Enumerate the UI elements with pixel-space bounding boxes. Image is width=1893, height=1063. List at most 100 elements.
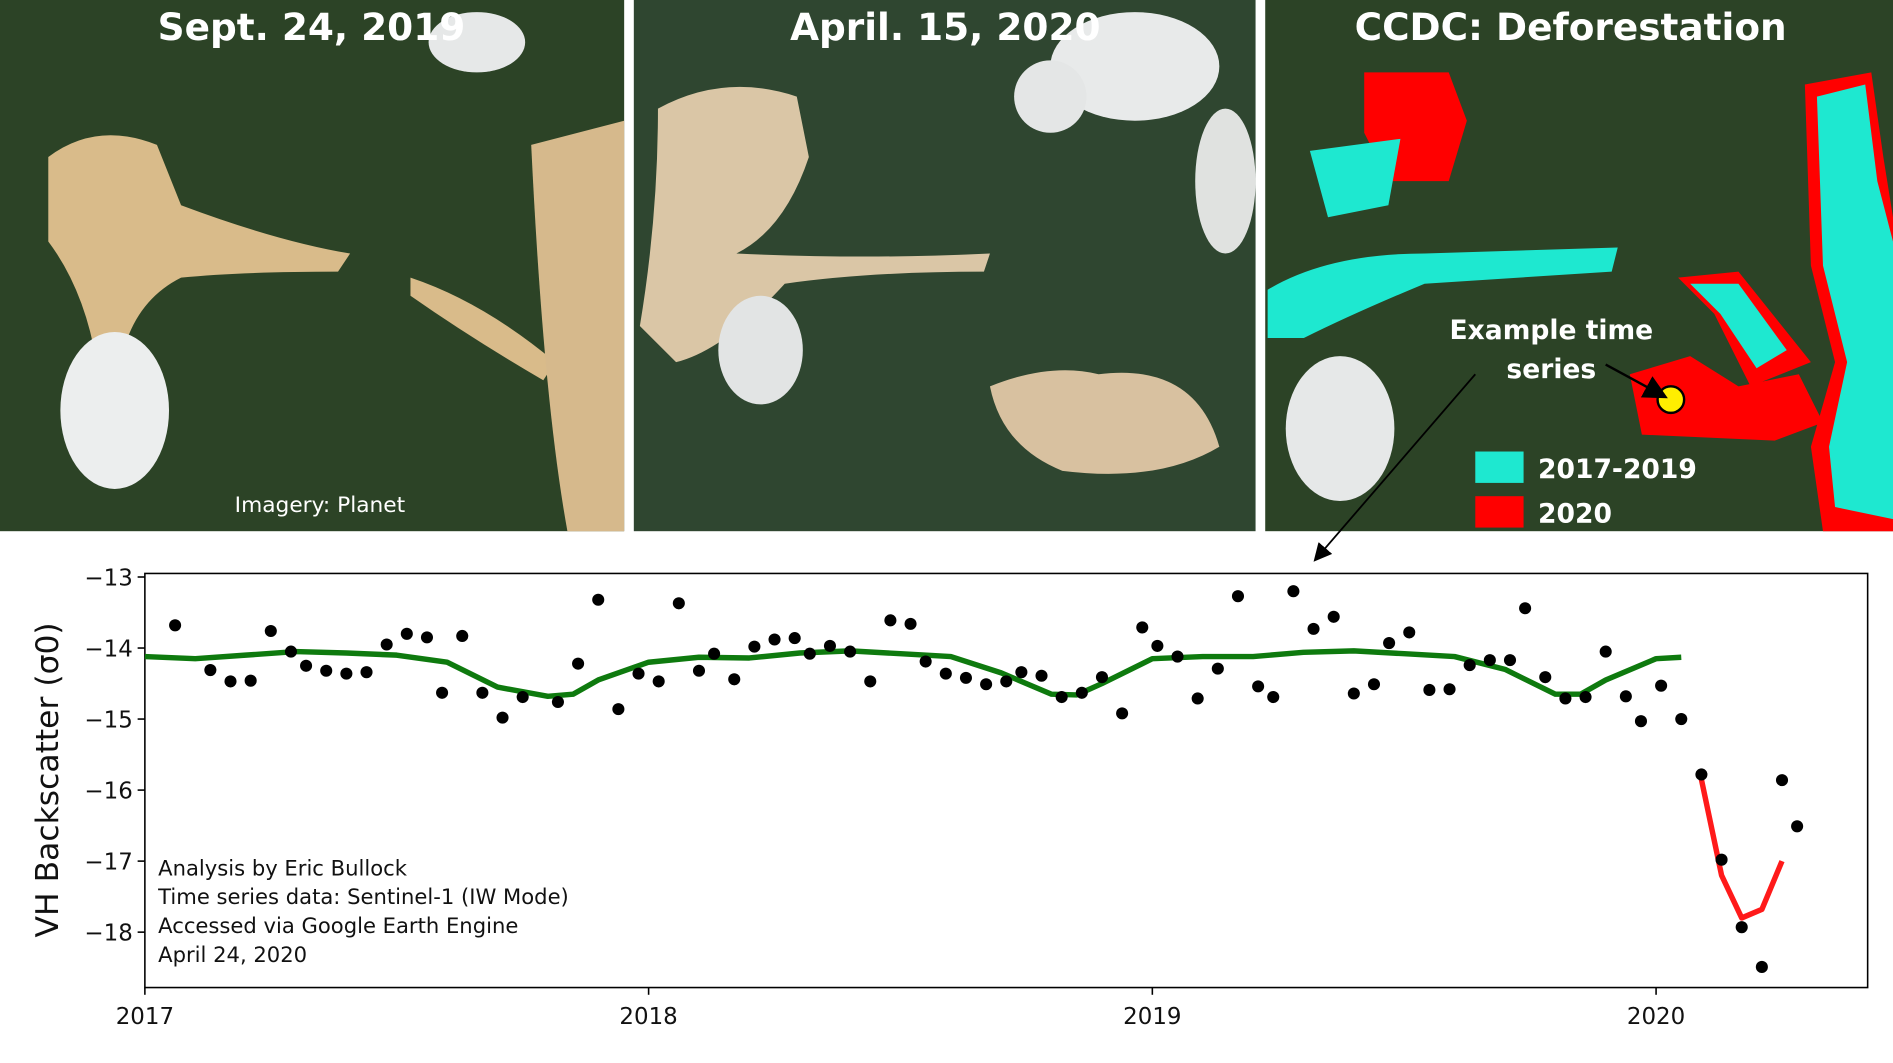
data-point: [1423, 683, 1436, 696]
data-point: [300, 659, 313, 672]
panel-title: Sept. 24, 2019: [158, 5, 466, 49]
data-point: [748, 640, 761, 653]
x-tick-label: 2017: [116, 1004, 174, 1030]
x-tick-label: 2018: [619, 1004, 677, 1030]
credit-note: April 24, 2020: [158, 942, 307, 967]
credit-note: Accessed via Google Earth Engine: [158, 913, 518, 938]
data-point: [264, 624, 277, 638]
data-point: [1367, 678, 1381, 691]
data-point: [672, 597, 685, 610]
data-point: [592, 593, 605, 606]
data-point: [919, 655, 932, 668]
data-point: [340, 667, 353, 680]
satellite-panel: [1265, 0, 1893, 532]
data-point: [1015, 666, 1028, 679]
data-point: [1715, 853, 1728, 866]
data-point: [496, 711, 509, 724]
legend-label: 2020: [1538, 499, 1612, 530]
data-point: [380, 638, 393, 651]
y-tick-label: −13: [84, 565, 132, 591]
legend-swatch: [1475, 451, 1524, 483]
data-point: [1579, 691, 1592, 704]
map-annotation: Example time series: [1450, 315, 1654, 385]
satellite-panel: [0, 0, 625, 532]
data-point: [1383, 637, 1396, 650]
plot-frame: [144, 572, 1869, 989]
data-point: [1116, 707, 1129, 720]
data-point: [1287, 585, 1300, 598]
data-point: [1599, 645, 1612, 658]
data-point: [803, 647, 816, 660]
data-point: [1055, 691, 1068, 704]
data-point: [844, 645, 857, 658]
data-point: [692, 664, 706, 677]
data-point: [1735, 921, 1748, 934]
data-point: [476, 686, 489, 699]
data-point: [1231, 590, 1245, 603]
data-point: [284, 645, 297, 658]
credit-note: Time series data: Sentinel-1 (IW Mode): [157, 884, 569, 909]
data-point: [1191, 692, 1204, 705]
data-point: [551, 695, 564, 709]
data-point: [436, 686, 449, 699]
data-point: [1075, 686, 1088, 699]
data-point: [1655, 679, 1668, 692]
data-point: [1171, 650, 1184, 663]
data-point: [1791, 820, 1804, 833]
legend-swatch: [1475, 496, 1524, 528]
data-point: [169, 619, 182, 632]
data-point: [400, 627, 413, 640]
data-point: [1775, 774, 1789, 787]
y-tick-label: −16: [84, 779, 132, 805]
fit-line: [1698, 778, 1785, 921]
data-point: [1151, 639, 1164, 652]
data-point: [1463, 659, 1476, 672]
data-point: [320, 664, 333, 677]
panel-title: CCDC: Deforestation: [1355, 5, 1787, 49]
y-tick-label: −14: [84, 636, 132, 662]
y-tick-label: −15: [84, 708, 132, 734]
data-point: [1267, 691, 1280, 704]
data-point: [864, 675, 877, 688]
data-point: [1136, 621, 1149, 634]
satellite-panel: [633, 0, 1256, 532]
data-point: [959, 671, 972, 684]
data-point: [1095, 671, 1109, 684]
panel-title: April. 15, 2020: [790, 5, 1100, 49]
data-point: [1695, 768, 1708, 781]
y-axis-label: VH Backscatter (σ0): [30, 622, 66, 937]
data-point: [1000, 675, 1013, 688]
data-point: [420, 631, 434, 644]
data-point: [652, 675, 665, 688]
data-point: [1503, 654, 1517, 667]
y-tick-label: −18: [84, 921, 132, 947]
data-point: [632, 667, 645, 680]
legend-label: 2017-2019: [1538, 454, 1697, 485]
data-point: [204, 664, 217, 677]
data-point: [1483, 654, 1496, 667]
data-point: [939, 667, 952, 680]
data-point: [572, 657, 585, 670]
data-point: [1403, 626, 1416, 639]
data-point: [1519, 602, 1532, 615]
data-point: [516, 691, 529, 704]
data-point: [1675, 713, 1688, 726]
data-point: [1307, 622, 1320, 635]
data-point: [1619, 690, 1632, 703]
data-point: [1443, 683, 1456, 696]
data-point: [1347, 687, 1360, 700]
data-point: [1634, 715, 1648, 728]
x-tick-label: 2020: [1627, 1004, 1685, 1030]
data-point: [456, 629, 469, 642]
data-point: [980, 678, 993, 691]
data-point: [1211, 662, 1224, 675]
data-point: [823, 639, 836, 652]
data-point: [884, 614, 897, 627]
data-point: [788, 632, 801, 645]
data-point: [224, 675, 237, 688]
data-point: [1035, 669, 1048, 682]
pointer-arrow: [1313, 373, 1476, 562]
x-tick-label: 2019: [1123, 1004, 1181, 1030]
